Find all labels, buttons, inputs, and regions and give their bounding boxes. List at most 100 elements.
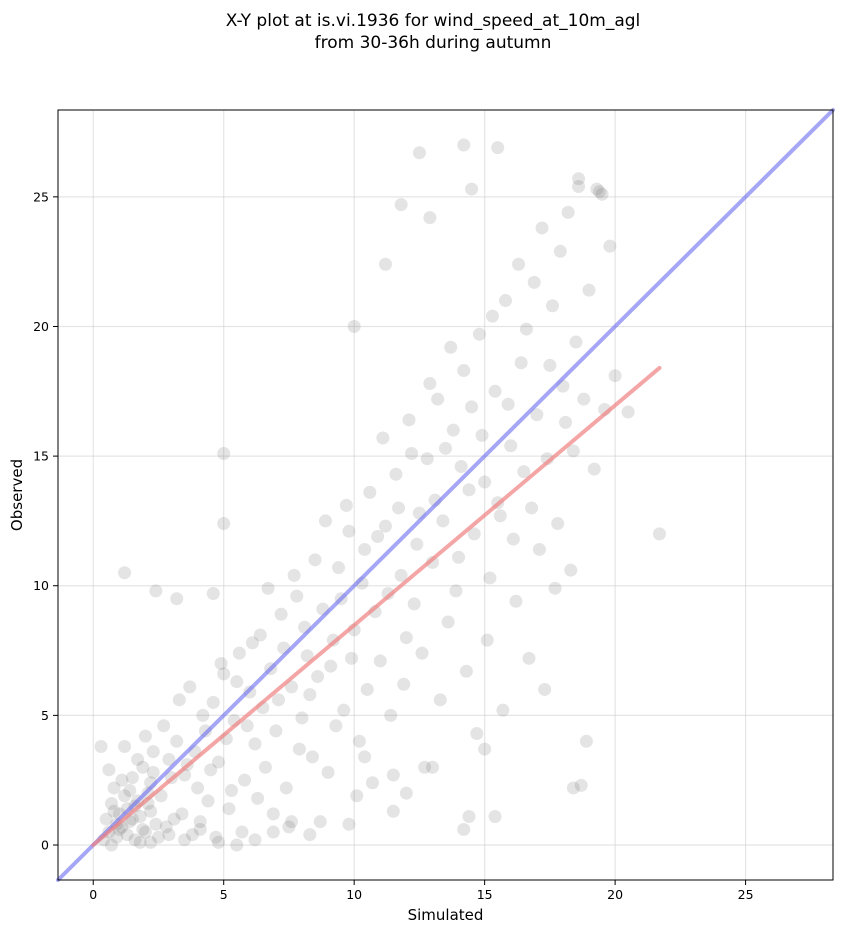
data-point [363, 485, 377, 499]
data-points [94, 138, 666, 852]
data-point [138, 729, 152, 743]
data-point [371, 529, 385, 543]
data-point [345, 651, 359, 665]
reference-lines [56, 108, 835, 882]
data-point [271, 693, 285, 707]
data-point [339, 498, 353, 512]
chart-subtitle: from 30-36h during autumn [315, 33, 552, 53]
data-point [457, 138, 471, 152]
data-point [235, 825, 249, 839]
data-point [572, 179, 586, 193]
data-point [133, 809, 147, 823]
data-point [201, 794, 215, 808]
data-point [621, 405, 635, 419]
data-point [483, 571, 497, 585]
data-point [144, 835, 158, 849]
data-point [350, 789, 364, 803]
data-point [496, 703, 510, 717]
data-point [462, 809, 476, 823]
data-point [183, 680, 197, 694]
data-point [608, 369, 622, 383]
data-point [266, 825, 280, 839]
data-point [308, 553, 322, 567]
data-point [206, 695, 220, 709]
data-point [559, 415, 573, 429]
data-point [193, 822, 207, 836]
data-point [386, 768, 400, 782]
data-point [196, 708, 210, 722]
data-point [342, 817, 356, 831]
data-point [519, 322, 533, 336]
data-point [120, 828, 134, 842]
data-point [123, 784, 137, 798]
x-tick-label: 5 [220, 887, 228, 902]
data-point [444, 340, 458, 354]
data-point [352, 734, 366, 748]
data-point [232, 646, 246, 660]
data-point [579, 734, 593, 748]
data-point [167, 812, 181, 826]
data-point [514, 356, 528, 370]
data-point [118, 789, 132, 803]
data-point [248, 737, 262, 751]
data-point [347, 319, 361, 333]
data-point [214, 657, 228, 671]
data-point [211, 755, 225, 769]
data-point [538, 682, 552, 696]
data-point [144, 804, 158, 818]
data-point [128, 833, 142, 847]
data-point [332, 561, 346, 575]
data-point [574, 778, 588, 792]
data-point [303, 688, 317, 702]
data-point [240, 719, 254, 733]
data-point [222, 802, 236, 816]
data-point [324, 659, 338, 673]
data-point [446, 423, 460, 437]
data-point [449, 584, 463, 598]
data-point [386, 804, 400, 818]
data-point [110, 830, 124, 844]
data-point [425, 555, 439, 569]
data-point [258, 760, 272, 774]
data-point [209, 830, 223, 844]
data-point [217, 667, 231, 681]
data-point [170, 734, 184, 748]
data-point [282, 820, 296, 834]
data-point [162, 828, 176, 842]
data-point [407, 597, 421, 611]
data-point [548, 581, 562, 595]
data-point [157, 719, 171, 733]
data-point [311, 669, 325, 683]
data-point [545, 299, 559, 313]
data-point [238, 773, 252, 787]
data-point [454, 459, 468, 473]
y-tick-label: 5 [41, 708, 49, 723]
data-point [138, 825, 152, 839]
data-point [261, 581, 275, 595]
data-point [376, 431, 390, 445]
data-point [452, 550, 466, 564]
data-point [535, 221, 549, 235]
data-point [99, 812, 113, 826]
y-tick-label: 0 [41, 838, 49, 853]
data-point [457, 364, 471, 378]
y-tick-label: 10 [33, 578, 49, 593]
data-point [420, 452, 434, 466]
data-point [415, 646, 429, 660]
data-point [248, 833, 262, 847]
data-point [475, 428, 489, 442]
data-point [159, 820, 173, 834]
data-point [399, 786, 413, 800]
data-point [491, 141, 505, 155]
data-point [410, 537, 424, 551]
data-point [94, 739, 108, 753]
data-point [394, 568, 408, 582]
data-point [285, 815, 299, 829]
data-point [217, 447, 231, 461]
data-point [290, 589, 304, 603]
data-point [569, 335, 583, 349]
data-point [266, 807, 280, 821]
data-point [131, 752, 145, 766]
data-point [178, 833, 192, 847]
data-point [303, 828, 317, 842]
